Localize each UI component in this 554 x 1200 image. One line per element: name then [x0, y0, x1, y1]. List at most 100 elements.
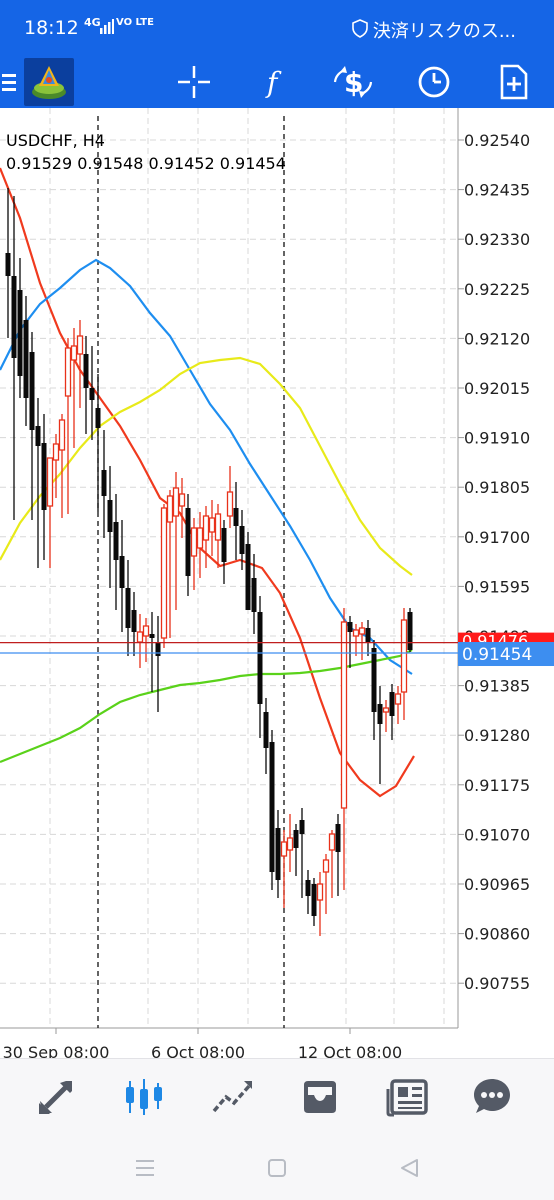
back-button[interactable] — [394, 1154, 424, 1182]
price-tick-label: 0.92435 — [464, 181, 530, 200]
candle-body-bull — [76, 335, 84, 355]
candle-body-bear — [221, 528, 227, 562]
home-button[interactable] — [262, 1154, 292, 1182]
symbol-button[interactable]: $ — [330, 56, 376, 108]
candle-body-bear — [35, 426, 41, 446]
candle-body-bull — [46, 457, 54, 507]
price-tick-label: 0.90965 — [464, 875, 530, 894]
back-icon — [401, 1159, 418, 1177]
svg-text:f: f — [265, 66, 282, 99]
system-navigation — [0, 1134, 554, 1200]
status-time: 18:12 — [24, 17, 79, 39]
candle-body-bear — [233, 508, 239, 526]
candle-body-bear — [125, 588, 131, 628]
nav-history[interactable] — [290, 1069, 350, 1125]
candle-body-bear — [251, 578, 257, 612]
candle-body-bull — [226, 491, 234, 517]
candle-body-bear — [131, 610, 137, 632]
price-tick-label: 0.91280 — [464, 726, 530, 745]
candle-body-bear — [371, 648, 377, 712]
candle-body-bull — [208, 517, 216, 533]
candle-body-bear — [11, 276, 17, 358]
ohlc-label: 0.91529 0.91548 0.91452 0.91454 — [6, 154, 286, 173]
signal-bars-icon — [100, 19, 114, 34]
candle-body-bear — [257, 612, 263, 704]
indicators-icon: f — [265, 66, 282, 99]
home-icon — [268, 1159, 286, 1177]
svg-text:$: $ — [344, 66, 363, 99]
candle-body-bear — [275, 828, 281, 880]
candle-body-bull — [136, 631, 144, 643]
candle-body-bear — [119, 556, 125, 588]
bottom-navigation — [0, 1058, 554, 1135]
nav-trade[interactable] — [202, 1069, 262, 1125]
price-tick-label: 0.91070 — [464, 825, 530, 844]
time-tick-label: 30 Sep 08:00 — [3, 1043, 110, 1058]
candle-body-bull — [400, 619, 408, 693]
recent-apps-button[interactable] — [130, 1154, 160, 1182]
candle-body-bull — [58, 419, 66, 451]
candle-body-bear — [17, 290, 23, 376]
metatrader-logo[interactable] — [24, 58, 74, 106]
candle-body-bear — [185, 508, 191, 576]
candle-body-bear — [269, 742, 275, 872]
time-tick-label: 6 Oct 08:00 — [151, 1043, 245, 1058]
candle-body-bear — [23, 320, 29, 398]
candle-body-bear — [41, 443, 47, 510]
symbol-icon: $ — [333, 66, 373, 99]
ma-slow-line — [0, 356, 413, 576]
candle-body-bear — [305, 880, 311, 896]
price-tick-label: 0.91805 — [464, 478, 530, 497]
recent-apps-icon — [136, 1160, 154, 1176]
candle-body-bull — [196, 527, 204, 549]
candle-body-bull — [70, 345, 78, 361]
candle-body-bear — [113, 522, 119, 560]
nav-chat[interactable] — [462, 1069, 522, 1125]
candle-body-bear — [335, 824, 341, 852]
indicators-button[interactable]: f — [252, 56, 296, 108]
price-chart[interactable]: 0.92540 0.92435 0.92330 0.92225 0.92120 0.920… — [0, 108, 554, 1062]
crosshair-icon — [178, 66, 210, 98]
nav-quotes[interactable] — [26, 1069, 86, 1125]
candle-body-bear — [263, 712, 269, 748]
candle-body-bear — [407, 612, 413, 650]
status-bar: 18:12 4G VO LTE 決済リスクのス... — [0, 0, 554, 56]
candle-body-bull — [316, 883, 324, 901]
menu-button[interactable] — [0, 56, 18, 108]
symbol-label: USDCHF, H4 — [6, 131, 105, 150]
candle-body-bull — [52, 443, 60, 461]
candle-body-bull — [160, 507, 168, 639]
menu-icon — [2, 74, 16, 91]
quotes-icon — [39, 1081, 72, 1114]
candle-body-bear — [155, 642, 161, 656]
new-order-icon — [500, 64, 528, 100]
nav-news[interactable] — [378, 1069, 438, 1125]
price-tick-label: 0.92540 — [464, 131, 530, 150]
candle-body-bear — [149, 634, 155, 638]
candle-body-bear — [107, 500, 113, 532]
candle-body-bear — [239, 526, 245, 554]
metatrader-logo-icon — [32, 66, 66, 99]
candle-body-bull — [172, 487, 180, 517]
price-tick-label: 0.91385 — [464, 677, 530, 696]
price-tick-label: 0.91175 — [464, 776, 530, 795]
price-tick-label: 0.92225 — [464, 280, 530, 299]
candle-body-bull — [328, 833, 336, 851]
chart-canvas[interactable]: 0.92540 0.92435 0.92330 0.92225 0.92120 0.920… — [0, 108, 554, 1062]
candle-body-bull — [64, 347, 72, 397]
candle-body-bull — [178, 493, 186, 507]
ma-mid-line — [0, 258, 413, 675]
candle-body-bear — [245, 544, 251, 610]
crosshair-button[interactable] — [172, 56, 216, 108]
candle-body-bear — [377, 704, 383, 724]
candle-body-bear — [89, 388, 95, 400]
network-indicator: 4G — [84, 16, 101, 29]
history-icon — [304, 1081, 336, 1113]
timeframe-button[interactable] — [412, 56, 456, 108]
candle-body-bear — [83, 354, 89, 388]
candle-body-bull — [340, 621, 348, 809]
new-order-button[interactable] — [492, 56, 536, 108]
nav-chart[interactable] — [114, 1069, 174, 1125]
candle-body-bear — [347, 622, 353, 632]
period-icon — [418, 66, 450, 98]
